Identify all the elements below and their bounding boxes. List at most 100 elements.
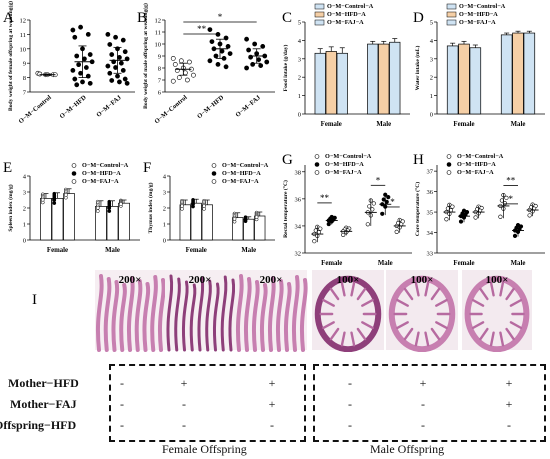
panel-letter: F	[143, 160, 151, 176]
data-point	[105, 63, 111, 69]
panel-i: I 200× 200× 200× 100× 100× 100×	[32, 270, 532, 352]
data-point	[244, 65, 249, 71]
y-tick-label: 33	[427, 251, 434, 258]
data-point	[70, 27, 76, 33]
y-tick-label: 8	[158, 66, 161, 73]
villus	[174, 277, 181, 352]
sign: -	[120, 376, 124, 390]
y-tick-label: 2	[23, 206, 26, 213]
significance-label: **	[320, 193, 330, 203]
data-point	[202, 204, 206, 208]
x-tick-label: O−M−Control	[18, 94, 53, 125]
panel-e: E 0 1 2 3 4 Spleen index (mg/g) Female Male O−M−C…	[3, 160, 140, 254]
villus	[509, 321, 523, 330]
data-point	[252, 41, 258, 47]
data-point	[209, 39, 215, 44]
y-tick-label: 1	[298, 93, 301, 100]
villus	[479, 327, 489, 341]
data-point	[124, 80, 130, 86]
data-point	[498, 214, 503, 219]
y-tick-label: 4	[163, 174, 167, 181]
y-axis-label: Body weight of female offspring at weani…	[7, 1, 14, 111]
villus	[471, 298, 485, 307]
villus	[299, 278, 308, 352]
data-point	[246, 47, 251, 53]
data-point	[184, 77, 190, 83]
micrograph: 100×	[462, 270, 532, 352]
micrograph: 100×	[312, 270, 384, 352]
x-tick-label: Female	[453, 121, 474, 128]
villus	[361, 321, 374, 330]
villus	[479, 287, 489, 301]
data-point	[318, 226, 323, 231]
villus	[499, 281, 505, 297]
data-point	[232, 217, 237, 221]
villus	[181, 280, 189, 352]
panel-letter: A	[3, 10, 14, 26]
legend-label: O−M−FAJ−A	[327, 19, 364, 26]
villus	[356, 327, 367, 341]
significance-label: *	[390, 197, 395, 207]
data-point	[122, 49, 128, 55]
legend-swatch	[314, 11, 325, 18]
magnification-label: 200×	[260, 274, 283, 286]
villus	[111, 280, 120, 352]
x-tick-label: Male	[105, 247, 120, 254]
y-tick-label: 0	[163, 238, 166, 245]
villus	[322, 298, 335, 307]
panel-letter: H	[413, 152, 424, 168]
panel-b: B 6 7 8 9 10 11 12 Body weight of male offspring…	[137, 3, 275, 125]
legend-swatch	[314, 170, 320, 175]
legend-label: O−M−Control−A	[325, 153, 372, 160]
villus	[228, 278, 236, 352]
y-tick-label: 1	[430, 93, 433, 100]
sign: -	[348, 376, 352, 390]
panel-letter: D	[413, 10, 424, 26]
y-tick-label: 5	[298, 20, 301, 27]
y-tick-label: 6	[158, 90, 162, 97]
y-tick-label: 38	[295, 169, 302, 176]
legend-swatch	[211, 163, 217, 168]
data-point	[76, 62, 82, 68]
villus	[235, 274, 244, 352]
micrograph: 200×	[235, 270, 308, 352]
data-point	[87, 52, 93, 57]
y-tick-label: 2	[298, 75, 301, 82]
data-point	[120, 37, 126, 43]
panel-letter: G	[282, 152, 293, 168]
villus	[103, 277, 112, 352]
data-point	[180, 204, 184, 208]
female-offspring-label: Female Offspring	[162, 442, 247, 456]
data-point	[227, 51, 233, 56]
villus	[157, 278, 166, 352]
villus	[505, 327, 515, 341]
y-tick-label: 4	[298, 38, 302, 45]
y-axis-label: Food intake (g/day)	[282, 45, 289, 92]
villus	[251, 280, 260, 352]
data-point	[107, 209, 112, 213]
villus	[150, 275, 158, 352]
villus	[267, 276, 276, 352]
data-point	[215, 62, 221, 67]
legend-swatch	[446, 154, 452, 159]
data-point	[386, 195, 391, 200]
data-point	[450, 204, 455, 209]
bar	[500, 34, 513, 115]
data-point	[191, 72, 196, 78]
data-point	[95, 209, 100, 213]
data-point	[70, 68, 76, 73]
data-point	[256, 57, 262, 62]
sign: -	[182, 418, 186, 432]
legend-label: O−M−Control−A	[327, 3, 374, 10]
legend-label: O−M−HFD−A	[222, 170, 261, 177]
y-tick-label: 12	[20, 18, 27, 25]
data-point	[87, 80, 93, 86]
data-point	[223, 35, 229, 41]
y-tick-label: 8	[23, 75, 26, 82]
intestine-ring	[464, 275, 530, 352]
data-point	[207, 58, 213, 64]
y-tick-label: 2	[430, 75, 433, 82]
panel-letter: C	[282, 10, 292, 26]
data-point	[504, 195, 509, 200]
bar	[190, 202, 202, 241]
